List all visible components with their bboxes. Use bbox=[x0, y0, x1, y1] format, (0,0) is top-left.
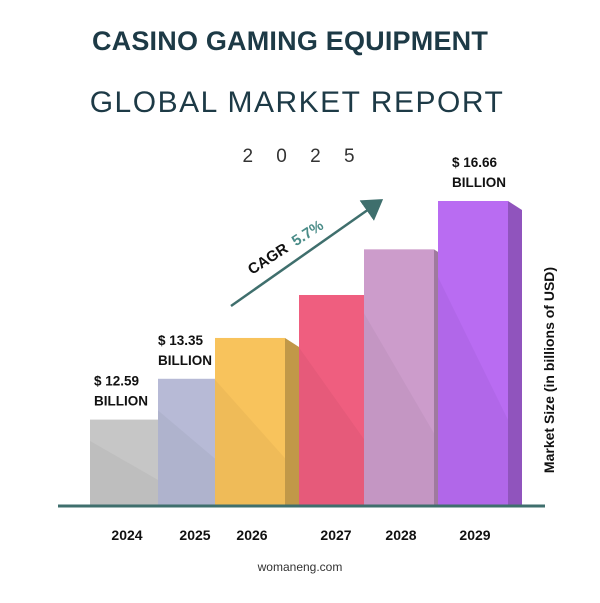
cagr-annotation: CAGR 5.7% bbox=[230, 199, 384, 308]
report-year: 2 0 2 5 bbox=[242, 146, 364, 167]
bar-side-face bbox=[285, 337, 299, 505]
bar-shade-face bbox=[158, 410, 228, 505]
source-credit: womaneng.com bbox=[257, 560, 343, 574]
bar-2029 bbox=[438, 201, 522, 505]
cagr-value: 5.7% bbox=[289, 217, 327, 250]
x-tick-2026: 2026 bbox=[236, 527, 267, 543]
bar-shade-face bbox=[90, 440, 160, 505]
value-unit: BILLION bbox=[452, 175, 506, 190]
cagr-arrow bbox=[230, 199, 384, 308]
bar-2024 bbox=[90, 419, 174, 505]
x-tick-2029: 2029 bbox=[459, 527, 490, 543]
bar-2028 bbox=[364, 249, 448, 505]
value-label-2024: $ 12.59 BILLION bbox=[94, 374, 148, 409]
bar-shade-face bbox=[215, 379, 285, 505]
value-label-2029: $ 16.66 BILLION bbox=[452, 155, 506, 190]
bar-shade-face bbox=[299, 347, 369, 505]
x-tick-2027: 2027 bbox=[320, 527, 351, 543]
y-axis-label: Market Size (in billions of USD) bbox=[541, 267, 557, 473]
bar-2026 bbox=[215, 337, 299, 505]
page-subtitle: GLOBAL MARKET REPORT bbox=[89, 86, 505, 119]
bars-layer bbox=[90, 201, 522, 505]
page-title: CASINO GAMING EQUIPMENT bbox=[91, 26, 489, 56]
value-labels: $ 12.59 BILLION $ 13.35 BILLION $ 16.66 BILLI… bbox=[94, 155, 506, 409]
value-unit: BILLION bbox=[158, 353, 212, 368]
x-tick-labels: 2024 2025 2026 2027 2028 2029 bbox=[111, 527, 490, 543]
bar-shade-face bbox=[364, 313, 434, 505]
value-label-2025: $ 13.35 BILLION bbox=[158, 333, 212, 368]
value-amount: $ 13.35 bbox=[158, 333, 204, 348]
value-amount: $ 12.59 bbox=[94, 374, 139, 389]
value-unit: BILLION bbox=[94, 394, 148, 409]
cagr-label: CAGR bbox=[245, 240, 291, 278]
bar-side-face bbox=[508, 201, 522, 505]
x-tick-2028: 2028 bbox=[385, 527, 416, 543]
bar-shade-face bbox=[438, 277, 508, 505]
x-tick-2024: 2024 bbox=[111, 527, 142, 543]
x-tick-2025: 2025 bbox=[179, 527, 210, 543]
value-amount: $ 16.66 bbox=[452, 155, 498, 170]
